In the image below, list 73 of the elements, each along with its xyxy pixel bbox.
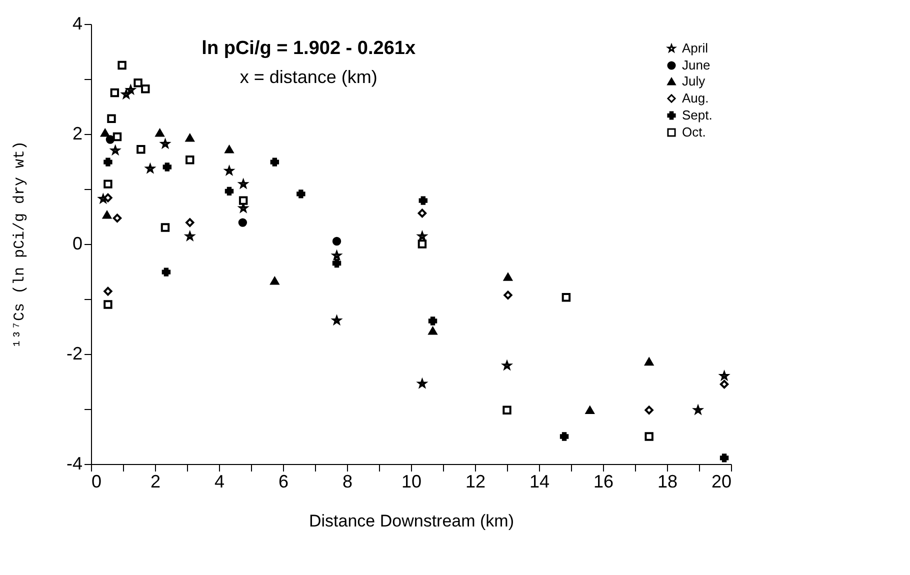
point: [162, 268, 171, 276]
x-tick-label: 16: [593, 472, 614, 492]
point: [134, 78, 142, 88]
point: [102, 210, 112, 219]
point: [155, 128, 164, 137]
point: [270, 158, 280, 166]
point: [644, 406, 654, 414]
point: [504, 273, 512, 281]
point: [720, 380, 729, 389]
point: [238, 218, 248, 227]
x-tick-label: 12: [465, 472, 486, 492]
point: [502, 406, 512, 414]
point: [104, 180, 112, 188]
point: [332, 258, 342, 268]
legend-label: Oct.: [682, 124, 706, 140]
legend-label: Aug.: [682, 90, 709, 106]
x-tick-label: 18: [657, 472, 678, 492]
point: [112, 132, 122, 142]
point: [104, 158, 112, 166]
x-tick-label: 6: [278, 472, 289, 492]
legend-label: Sept.: [682, 108, 712, 122]
x-tick-label: 2: [150, 472, 161, 492]
point: [332, 236, 342, 246]
point: [224, 145, 234, 154]
point: [428, 326, 438, 335]
point: [270, 276, 280, 285]
x-axis-title: Distance Downstream (km): [309, 512, 514, 530]
point: [560, 432, 569, 441]
y-tick-label: 2: [72, 124, 82, 144]
legend-label: June: [682, 58, 710, 72]
annotation: ln pCi/g = 1.902 - 0.261x: [202, 38, 416, 59]
point: [418, 208, 427, 218]
y-tick-label: 0: [72, 234, 82, 254]
point: [418, 196, 428, 205]
y-tick-label: -2: [66, 344, 82, 364]
point: [586, 406, 594, 414]
x-tick-label: 14: [529, 472, 550, 492]
annotation: x = distance (km): [240, 67, 378, 87]
x-tick-label: 8: [342, 472, 353, 492]
point: [720, 454, 729, 462]
point: [141, 84, 150, 94]
point: [296, 190, 306, 198]
point: [186, 134, 194, 142]
point: [104, 300, 112, 309]
point: [562, 292, 571, 302]
point: [118, 60, 126, 70]
point: [644, 358, 654, 366]
point: [644, 432, 654, 441]
point: [107, 114, 116, 123]
point: [418, 240, 427, 248]
point: [186, 155, 194, 164]
point: [238, 196, 248, 205]
point: [136, 145, 146, 154]
x-tick-label: 4: [214, 472, 225, 492]
point: [186, 218, 194, 227]
y-axis-title: ¹³⁷Cs (ln pCi/g dry wt): [11, 140, 28, 348]
legend-label: July: [682, 74, 706, 88]
point: [428, 316, 438, 326]
x-tick-label: 0: [92, 472, 102, 492]
point: [110, 88, 120, 98]
x-tick-label: 10: [401, 472, 422, 492]
point: [104, 193, 112, 202]
point: [100, 128, 110, 137]
point: [160, 223, 170, 232]
x-tick-label: 20: [711, 472, 732, 492]
y-tick-label: -4: [66, 454, 82, 474]
y-tick-label: 4: [72, 14, 82, 34]
point: [504, 290, 512, 300]
legend-label: April: [682, 40, 708, 56]
point: [104, 286, 112, 296]
point: [162, 162, 172, 172]
point: [224, 186, 234, 196]
point: [112, 214, 122, 223]
